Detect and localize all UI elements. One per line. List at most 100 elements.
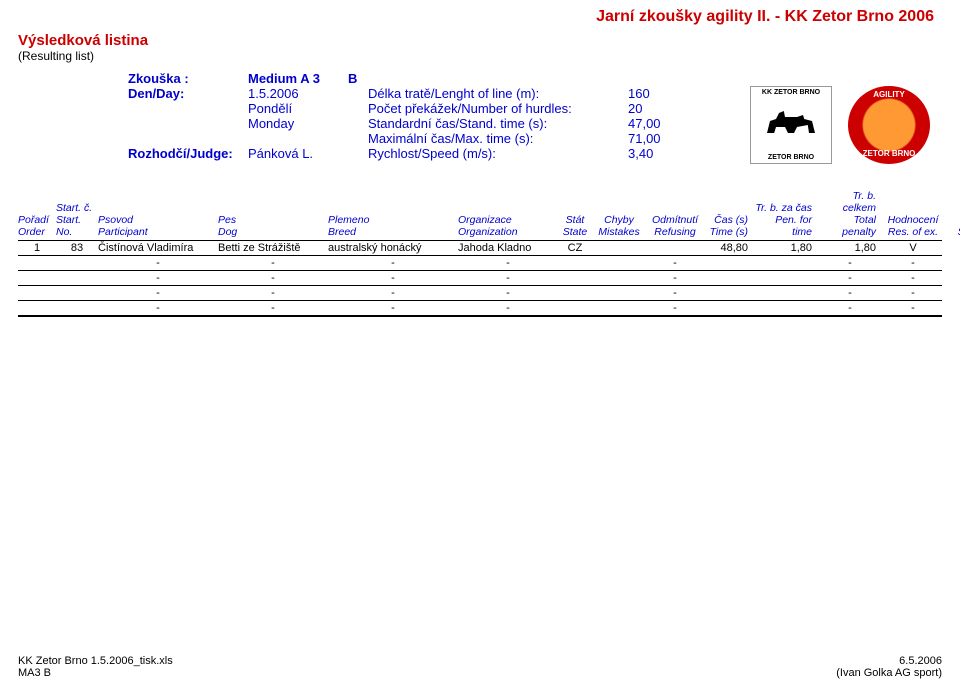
speed-value: 3,40 bbox=[628, 146, 688, 161]
cell-pen-time: 1,80 bbox=[754, 242, 818, 254]
day-name-en: Monday bbox=[248, 116, 368, 131]
length-label: Délka tratě/Lenght of line (m): bbox=[368, 86, 628, 101]
table-row: - - - - - - - - bbox=[18, 256, 942, 271]
day-name-cz: Pondělí bbox=[248, 101, 368, 116]
cell-rank: 1 bbox=[18, 242, 56, 254]
dash: - bbox=[458, 287, 558, 299]
col-pft-b: Pen. for time bbox=[754, 214, 812, 238]
dog-silhouette-icon bbox=[761, 105, 821, 145]
dash: - bbox=[458, 272, 558, 284]
col-mist-b: Mistakes bbox=[592, 226, 646, 238]
maxtime-value: 71,00 bbox=[628, 131, 688, 146]
judge-value: Pánková L. bbox=[248, 146, 368, 161]
dash: - bbox=[98, 257, 218, 269]
date-value: 1.5.2006 bbox=[248, 86, 368, 101]
table-row: - - - - - - - - bbox=[18, 271, 942, 286]
section-title: Výsledková listina bbox=[18, 32, 942, 49]
footer-credit: (Ivan Golka AG sport) bbox=[836, 667, 942, 679]
dash: - bbox=[818, 257, 882, 269]
section-subtitle: (Resulting list) bbox=[18, 49, 942, 63]
col-res-a: Hodnocení bbox=[882, 214, 944, 226]
dash: - bbox=[882, 272, 944, 284]
dash: - bbox=[98, 272, 218, 284]
col-ref-a: Odmítnutí bbox=[646, 214, 704, 226]
dash: - bbox=[646, 257, 704, 269]
dash: - bbox=[328, 287, 458, 299]
col-start-a: Start. č. bbox=[56, 202, 98, 214]
col-res-b: Res. of ex. bbox=[882, 226, 944, 238]
col-breed-a: Plemeno bbox=[328, 214, 458, 226]
logo-area: KK ZETOR BRNO ZETOR BRNO AGILITY ZETOR B… bbox=[730, 80, 930, 170]
judge-label: Rozhodčí/Judge: bbox=[128, 146, 248, 161]
agility-logo: AGILITY ZETOR BRNO bbox=[848, 86, 930, 164]
cell-pen-total: 1,80 bbox=[818, 242, 882, 254]
dash: - bbox=[944, 257, 960, 269]
maxtime-label: Maximální čas/Max. time (s): bbox=[368, 131, 628, 146]
cell-org: Jahoda Kladno bbox=[458, 242, 558, 254]
club-logo-bottom-text: ZETOR BRNO bbox=[768, 154, 814, 161]
col-handler-a: Psovod bbox=[98, 214, 218, 226]
col-pft-a: Tr. b. za čas bbox=[754, 202, 812, 214]
dash: - bbox=[218, 257, 328, 269]
speed-label: Rychlost/Speed (m/s): bbox=[368, 146, 628, 161]
col-org-b: Organization bbox=[458, 226, 558, 238]
col-spd-b: Speed bbox=[944, 226, 960, 238]
dash: - bbox=[218, 272, 328, 284]
dash: - bbox=[818, 302, 882, 314]
stdtime-value: 47,00 bbox=[628, 116, 688, 131]
trial-label: Zkouška : bbox=[128, 71, 248, 86]
date-label: Den/Day: bbox=[128, 86, 248, 101]
cell-res: V bbox=[882, 242, 944, 254]
dash: - bbox=[328, 302, 458, 314]
agility-logo-text: AGILITY bbox=[873, 90, 905, 99]
length-value: 160 bbox=[628, 86, 688, 101]
col-state-b: State bbox=[558, 226, 592, 238]
col-org-a: Organizace bbox=[458, 214, 558, 226]
table-row: - - - - - - - - bbox=[18, 301, 942, 317]
dash: - bbox=[646, 302, 704, 314]
col-start-b: Start. No. bbox=[56, 214, 98, 238]
dash: - bbox=[458, 302, 558, 314]
col-time-a: Čas (s) bbox=[704, 214, 748, 226]
col-dog-a: Pes bbox=[218, 214, 328, 226]
dash: - bbox=[944, 302, 960, 314]
dash: - bbox=[944, 287, 960, 299]
dash: - bbox=[882, 287, 944, 299]
club-logo-top-text: KK ZETOR BRNO bbox=[762, 89, 820, 96]
hurdles-value: 20 bbox=[628, 101, 688, 116]
col-rank-b: Order bbox=[18, 226, 56, 238]
trial-extra: B bbox=[348, 71, 548, 86]
footer-sheet: MA3 B bbox=[18, 667, 173, 679]
col-time-b: Time (s) bbox=[704, 226, 748, 238]
table-row: - - - - - - - - bbox=[18, 286, 942, 301]
col-state-a: Stát bbox=[558, 214, 592, 226]
cell-speed: 3,28 bbox=[944, 242, 960, 254]
col-dog-b: Dog bbox=[218, 226, 328, 238]
cell-time: 48,80 bbox=[704, 242, 754, 254]
club-logo: KK ZETOR BRNO ZETOR BRNO bbox=[750, 86, 832, 164]
dash: - bbox=[98, 302, 218, 314]
col-ref-b: Refusing bbox=[646, 226, 704, 238]
dash: - bbox=[328, 257, 458, 269]
cell-dog: Betti ze Strážiště bbox=[218, 242, 328, 254]
stdtime-label: Standardní čas/Stand. time (s): bbox=[368, 116, 628, 131]
dash: - bbox=[882, 257, 944, 269]
col-tot-b: Total penalty bbox=[818, 214, 876, 238]
event-title: Jarní zkoušky agility II. - KK Zetor Brn… bbox=[18, 8, 942, 26]
agility-logo-bottom: ZETOR BRNO bbox=[863, 149, 916, 158]
dash: - bbox=[328, 272, 458, 284]
footer: KK Zetor Brno 1.5.2006_tisk.xls MA3 B 6.… bbox=[18, 655, 942, 679]
cell-start: 83 bbox=[56, 242, 98, 254]
col-handler-b: Participant bbox=[98, 226, 218, 238]
dash: - bbox=[218, 287, 328, 299]
col-spd-a: Post. rychl. bbox=[944, 202, 960, 226]
dash: - bbox=[646, 287, 704, 299]
dash: - bbox=[882, 302, 944, 314]
hurdles-label: Počet překážek/Number of hurdles: bbox=[368, 101, 628, 116]
dash: - bbox=[818, 287, 882, 299]
cell-handler: Čistínová Vladimíra bbox=[98, 242, 218, 254]
footer-date: 6.5.2006 bbox=[836, 655, 942, 667]
dash: - bbox=[218, 302, 328, 314]
dash: - bbox=[458, 257, 558, 269]
dash: - bbox=[818, 272, 882, 284]
